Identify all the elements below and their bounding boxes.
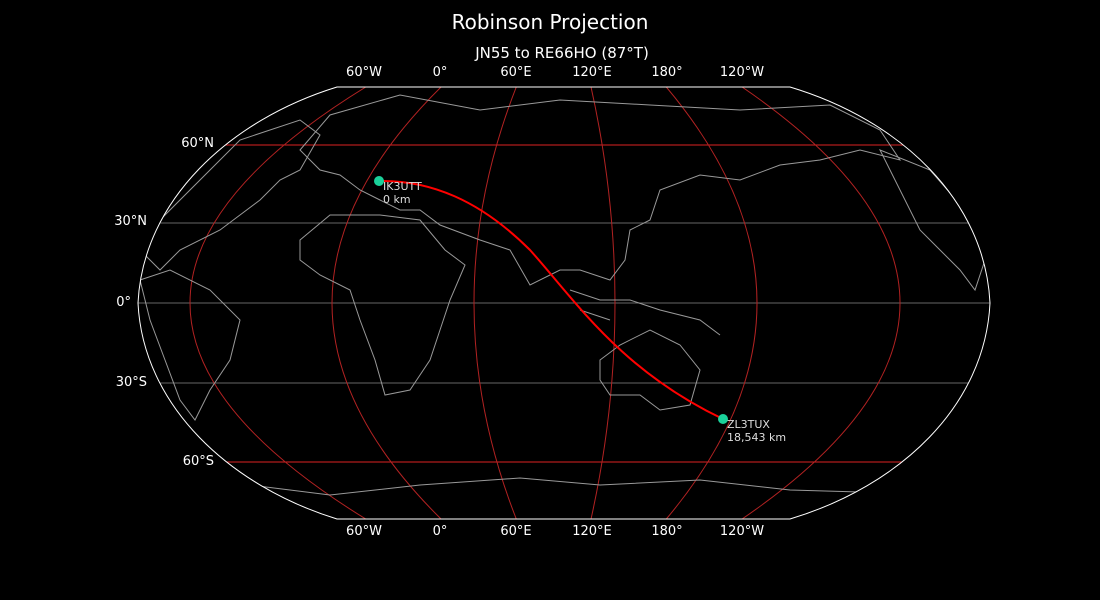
latitude-label: 30°S	[115, 375, 147, 390]
meridian-line	[665, 87, 758, 519]
coast-asia-islands	[569, 289, 721, 336]
longitude-label: 60°E	[500, 524, 532, 539]
station-label-origin: IK3UTT 0 km	[383, 180, 422, 206]
station-call: IK3UTT	[383, 180, 422, 193]
coastlines	[139, 94, 986, 519]
latitude-label: 0°	[116, 295, 131, 310]
longitude-label: 180°	[651, 65, 683, 80]
meridian-line	[331, 87, 442, 519]
longitude-label: 0°	[432, 65, 448, 80]
latitude-label: 30°N	[114, 214, 147, 229]
longitude-label: 120°E	[572, 524, 612, 539]
meridian-line	[189, 87, 367, 519]
map-title: Robinson Projection	[451, 10, 649, 34]
longitude-label: 120°E	[572, 65, 612, 80]
coast-north-america	[139, 119, 321, 271]
meridian-line	[590, 87, 616, 519]
longitude-label: 60°E	[500, 65, 532, 80]
station-distance: 0 km	[383, 193, 411, 206]
longitude-label: 60°W	[346, 65, 382, 80]
coast-south-america	[139, 269, 241, 421]
coast-europe-asia	[299, 94, 902, 286]
station-marker-destination[interactable]	[718, 414, 728, 424]
great-circle-path	[378, 179, 724, 420]
coast-antarctica	[249, 477, 861, 519]
station-marker-origin[interactable]	[374, 176, 384, 186]
longitude-label: 120°W	[719, 65, 765, 80]
station-call: ZL3TUX	[727, 418, 770, 431]
longitude-label: 0°	[432, 524, 448, 539]
station-distance: 18,543 km	[727, 431, 787, 444]
coast-north-america-east	[878, 149, 986, 292]
latitude-label: 60°S	[182, 454, 214, 469]
latitude-label: 60°N	[181, 136, 214, 151]
map-subtitle: JN55 to RE66HO (87°T)	[475, 44, 649, 62]
coast-africa	[299, 214, 466, 396]
longitude-label: 120°W	[719, 524, 765, 539]
longitude-label: 60°W	[346, 524, 382, 539]
coast-australia	[599, 329, 701, 411]
meridian-line	[473, 87, 517, 519]
longitude-label: 180°	[651, 524, 683, 539]
station-label-destination: ZL3TUX 18,543 km	[727, 418, 786, 444]
meridian-line	[741, 87, 901, 519]
